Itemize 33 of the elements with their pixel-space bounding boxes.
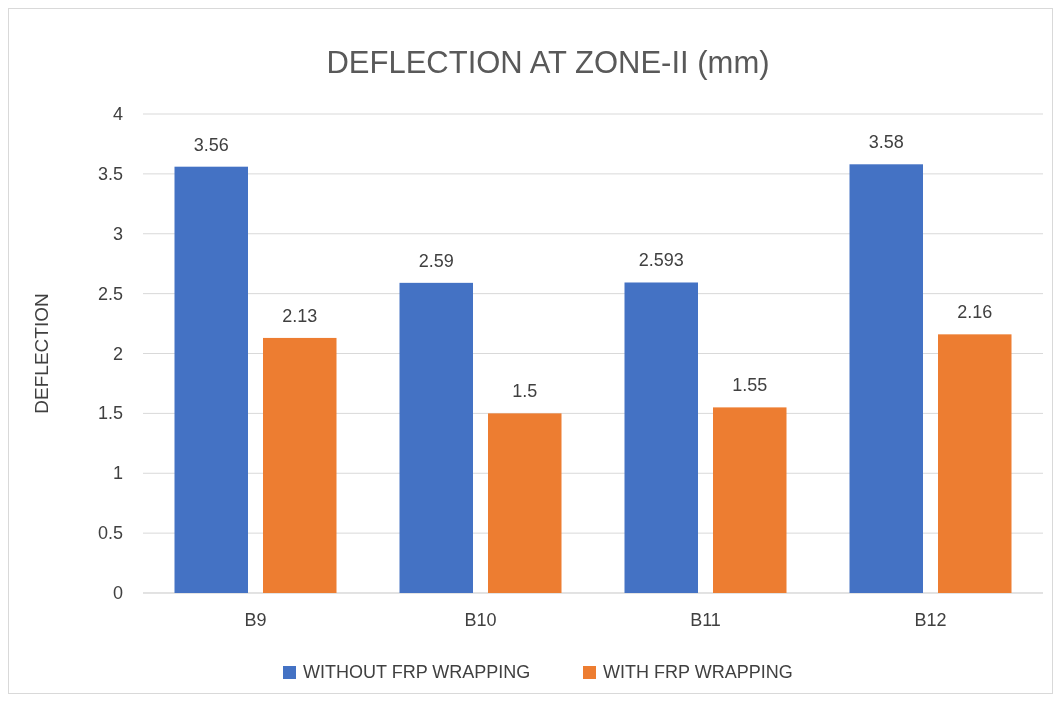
- data-label: 1.5: [512, 381, 538, 402]
- data-label: 1.55: [732, 375, 768, 396]
- data-label: 2.13: [282, 305, 318, 326]
- bar: [849, 164, 923, 593]
- data-label: 3.58: [868, 132, 904, 153]
- y-tick-label: 4: [112, 104, 123, 124]
- y-tick-label: 3.5: [97, 163, 123, 184]
- x-tick-label: B9: [244, 610, 267, 630]
- y-axis-title: DEFLECTION: [31, 293, 52, 414]
- bar: [263, 337, 337, 593]
- y-tick-label: 0: [112, 583, 123, 603]
- y-tick-label: 2: [112, 343, 123, 364]
- legend-label: WITH FRP WRAPPING: [603, 662, 793, 682]
- chart-title: DEFLECTION AT ZONE-II (mm): [326, 45, 770, 80]
- bar: [713, 407, 787, 593]
- y-tick-label: 3: [112, 223, 123, 244]
- data-label: 2.16: [957, 302, 993, 323]
- y-tick-label: 1.5: [97, 403, 123, 424]
- data-label: 3.56: [193, 134, 229, 155]
- bar: [938, 334, 1012, 593]
- data-label: 2.593: [638, 250, 684, 271]
- data-label: 2.59: [418, 250, 454, 271]
- x-tick-label: B11: [690, 610, 721, 630]
- x-tick-label: B10: [464, 610, 497, 630]
- y-tick-label: 0.5: [97, 523, 123, 544]
- bar: [399, 282, 473, 593]
- bar: [174, 166, 248, 593]
- legend-label: WITHOUT FRP WRAPPING: [303, 662, 531, 682]
- y-tick-label: 1: [112, 463, 123, 484]
- bar: [624, 282, 698, 593]
- y-tick-label: 2.5: [97, 283, 123, 304]
- bar: [488, 413, 562, 593]
- x-tick-label: B12: [914, 610, 947, 630]
